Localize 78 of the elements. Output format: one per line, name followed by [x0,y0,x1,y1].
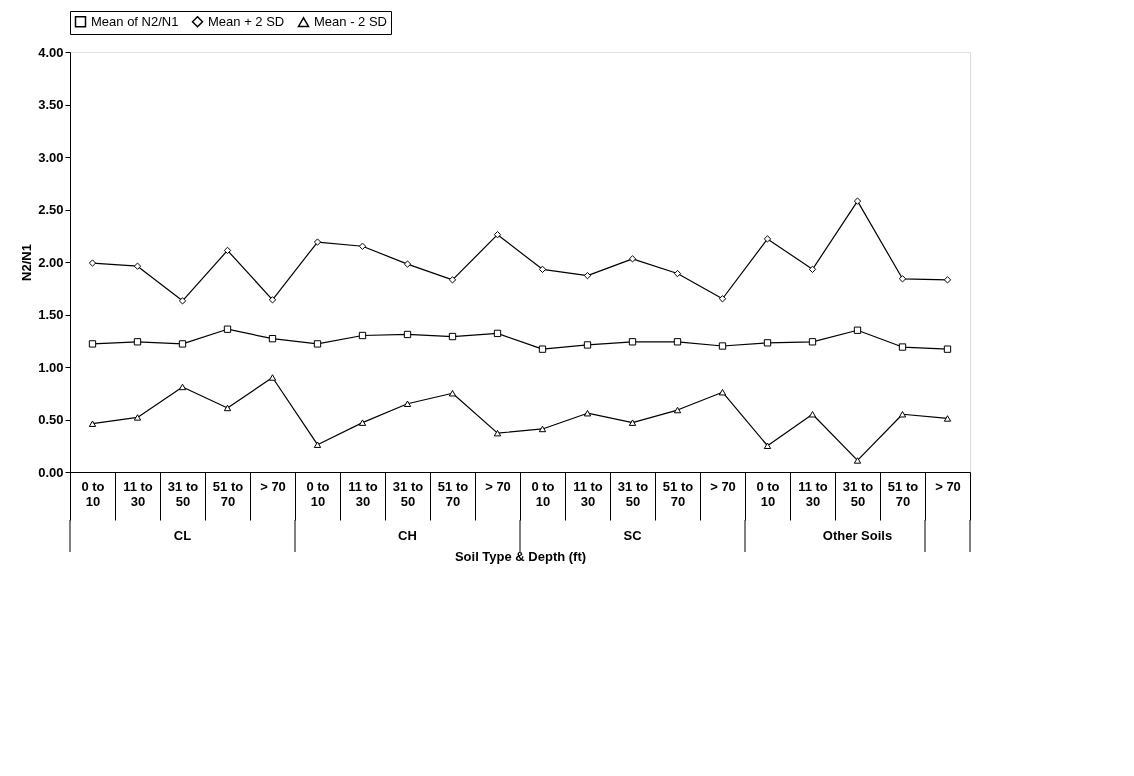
point [133,338,142,346]
legend-label: Mean - 2 SD [314,14,387,30]
point [133,414,142,421]
y-tick-label: 3.00 [38,149,64,165]
point [403,330,412,339]
point [718,342,727,350]
point [673,338,682,346]
x-tick-label: 51 to 70 [437,478,469,509]
x-tick-label: 11 to 30 [798,478,828,509]
x-tick-label: 11 to 30 [573,478,603,509]
x-tick-label: 11 to 30 [348,478,378,509]
point [628,419,637,426]
x-tick-label: > 70 [485,478,511,494]
x-tick-label: 0 to 10 [756,478,780,509]
y-tick-label: 3.50 [38,97,64,112]
legend-label: Mean + 2 SD [208,13,285,29]
point [493,329,502,338]
point [403,400,412,407]
point [853,326,862,334]
point [538,425,547,433]
x-tick-label: 0 to 10 [306,478,330,509]
y-tick-label: 1.50 [38,307,64,322]
x-tick-label: 31 to 50 [392,478,424,509]
y-tick-label: 0.50 [38,412,64,427]
x-tick-label: 31 to 50 [842,478,874,509]
point [808,338,817,346]
x-tick-label: 51 to 70 [887,478,919,509]
point [943,345,952,353]
x-tick-label: 31 to 50 [617,478,649,509]
legend-label: Mean of N2/N1 [91,13,179,29]
y-tick-label: 0.00 [38,464,64,480]
point [808,411,817,418]
y-tick-label: 2.50 [38,202,64,217]
x-axis-title: Soil Type & Depth (ft) [454,549,587,564]
x-tick-label: 11 to 30 [123,478,153,509]
x-tick-label: > 70 [260,478,286,494]
point [853,457,862,464]
point [88,420,97,427]
point [448,390,457,397]
point [178,340,187,348]
point [268,334,277,343]
y-tick-label: 1.00 [38,359,64,375]
y-tick-label: 2.00 [38,254,64,270]
y-tick-label: 4.00 [38,44,64,60]
point [268,374,277,381]
point [763,339,772,347]
point [628,338,637,346]
point [358,331,367,340]
point [313,340,322,348]
point [583,409,592,417]
text: SC [623,528,643,543]
point [358,419,367,426]
point [583,341,592,349]
point [763,442,772,449]
point [943,415,952,422]
x-tick-label: > 70 [710,478,736,494]
point [673,406,682,414]
point [898,343,907,351]
x-tick-label: 0 to 10 [531,478,555,509]
point [313,441,322,448]
point [178,383,187,391]
x-tick-label: 51 to 70 [662,478,694,509]
point [538,345,547,353]
point [223,404,232,412]
x-tick-label: 0 to 10 [81,478,105,509]
x-tick-label: > 70 [935,478,961,494]
x-tick-label: 51 to 70 [212,478,244,509]
y-axis-title: N2/N1 [19,244,35,281]
point [898,411,907,418]
point [223,325,232,333]
point [88,340,97,348]
point [448,332,457,341]
point [718,388,727,396]
point [493,429,502,437]
text: Other Soils [822,528,893,543]
text: CH [398,528,417,543]
x-tick-label: 31 to 50 [167,478,199,509]
text: CL [173,528,192,543]
